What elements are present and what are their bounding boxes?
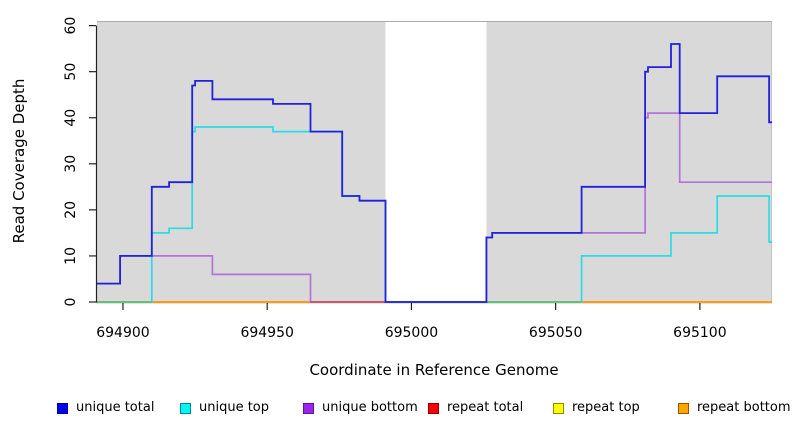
legend-item-repeat-bottom: repeat bottom [678, 399, 791, 417]
series-line-unique-total [97, 43, 772, 303]
y-tick-label: 30 [63, 155, 79, 173]
y-tick-label: 10 [63, 247, 79, 265]
legend-item-unique-total: unique total [57, 399, 154, 417]
legend-label: unique top [199, 400, 270, 415]
x-tick-label: 694900 [96, 325, 149, 341]
y-tick-label: 40 [63, 109, 79, 127]
legend-swatch-icon [57, 402, 68, 414]
y-tick-label: 50 [63, 63, 79, 81]
legend-swatch-icon [303, 402, 314, 414]
legend-label: repeat total [447, 400, 524, 415]
gap-region [385, 21, 487, 302]
legend-item-repeat-total: repeat total [428, 399, 523, 417]
legend-label: repeat bottom [697, 400, 791, 415]
x-tick-label: 695050 [529, 325, 582, 341]
x-tick-label: 695000 [385, 325, 438, 341]
coverage-plot: 694900 694950 695000 695050 695100 0 10 20 30 40 5… [10, 17, 772, 379]
legend-item-unique-bottom: unique bottom [303, 399, 418, 417]
legend-swatch-icon [678, 402, 689, 414]
legend-swatch-icon [553, 402, 564, 414]
legend-label: unique bottom [322, 400, 418, 415]
x-tick-label: 694950 [240, 325, 293, 341]
legend: unique total unique top unique bottom repea… [0, 399, 792, 421]
x-axis-title: Coordinate in Reference Genome [309, 361, 558, 379]
y-tick-label: 60 [63, 17, 79, 35]
y-axis-title: Read Coverage Depth [10, 79, 28, 244]
legend-swatch-icon [428, 402, 439, 414]
legend-swatch-icon [180, 402, 191, 414]
legend-label: unique total [76, 400, 155, 415]
x-tick-label: 695100 [673, 325, 726, 341]
y-tick-label: 0 [63, 298, 79, 307]
y-tick-label: 20 [63, 201, 79, 219]
legend-item-repeat-top: repeat top [553, 399, 640, 417]
legend-item-unique-top: unique top [180, 399, 269, 417]
legend-label: repeat top [572, 400, 640, 415]
